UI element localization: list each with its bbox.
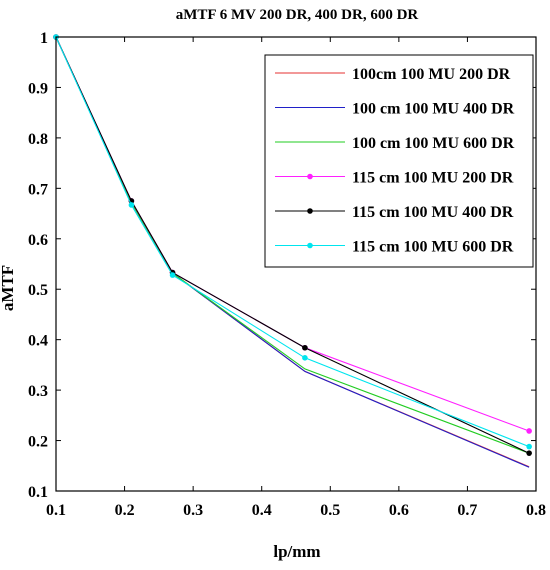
- legend-marker: [307, 208, 313, 214]
- axis-ticks: 0.1 0.2 0.3 0.4 0.5 0.6 0.7 0.8 0.1 0.2 0.3 0.4 0.5 0…: [28, 30, 546, 519]
- series-layer: [53, 34, 532, 468]
- legend-label: 115 cm 100 MU 600 DR: [352, 239, 514, 256]
- legend-item: 100cm 100 MU 200 DR: [275, 66, 511, 83]
- x-tick-label: 0.1: [46, 502, 66, 519]
- x-tick-label: 0.4: [252, 502, 272, 519]
- y-axis-label: aMTF: [0, 265, 17, 311]
- data-point: [169, 272, 176, 278]
- x-tick-label: 0.7: [457, 502, 477, 519]
- y-tick-label: 0.5: [28, 282, 48, 299]
- x-tick-label: 0.5: [320, 502, 340, 519]
- y-tick-label: 0.1: [28, 484, 48, 501]
- y-tick-label: 0.4: [28, 333, 48, 350]
- x-axis-label: lp/mm: [273, 542, 320, 561]
- data-point: [128, 202, 135, 208]
- y-tick-label: 0.8: [28, 131, 48, 148]
- chart-title: aMTF 6 MV 200 DR, 400 DR, 600 DR: [176, 7, 419, 23]
- legend-item: 100 cm 100 MU 400 DR: [275, 101, 515, 118]
- legend-item: 115 cm 100 MU 200 DR: [275, 170, 514, 187]
- legend-label: 100 cm 100 MU 600 DR: [352, 135, 515, 152]
- data-point: [526, 428, 532, 434]
- legend-label: 100 cm 100 MU 400 DR: [352, 101, 515, 118]
- x-tick-label: 0.2: [115, 502, 135, 519]
- legend-item: 115 cm 100 MU 400 DR: [275, 204, 514, 221]
- data-point: [526, 450, 532, 456]
- legend-box: [264, 54, 534, 268]
- y-tick-label: 0.6: [28, 232, 48, 249]
- legend-marker: [307, 173, 313, 180]
- series-6: [53, 34, 532, 450]
- x-tick-label: 0.8: [526, 502, 546, 519]
- x-tick-label: 0.3: [183, 502, 203, 519]
- legend-label: 115 cm 100 MU 400 DR: [352, 204, 514, 221]
- legend-item: 115 cm 100 MU 600 DR: [275, 239, 514, 256]
- y-tick-label: 1: [40, 30, 48, 47]
- y-tick-label: 0.3: [28, 383, 48, 400]
- x-tick-label: 0.6: [389, 502, 409, 519]
- legend-item: 100 cm 100 MU 600 DR: [275, 135, 515, 152]
- y-tick-label: 0.9: [28, 80, 48, 97]
- legend: 100cm 100 MU 200 DR 100 cm 100 MU 400 DR 1…: [264, 54, 534, 268]
- legend-label: 100cm 100 MU 200 DR: [352, 66, 511, 83]
- data-point: [302, 344, 308, 351]
- data-point: [302, 355, 308, 361]
- y-tick-label: 0.2: [28, 434, 48, 451]
- y-tick-label: 0.7: [28, 181, 48, 198]
- legend-label: 115 cm 100 MU 200 DR: [352, 170, 514, 187]
- plot-border: [55, 36, 537, 492]
- legend-marker: [307, 242, 313, 249]
- data-point: [526, 443, 532, 450]
